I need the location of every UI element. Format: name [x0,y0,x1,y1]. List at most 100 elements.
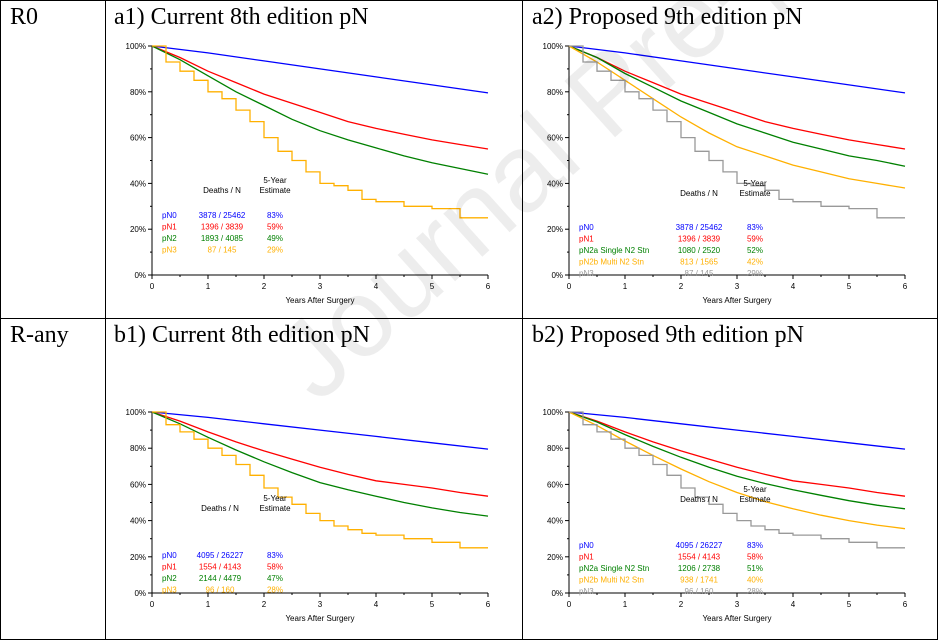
series-line-pn1 [568,411,906,497]
x-tick-label: 1 [206,600,211,609]
legend-name-pn3: pN3 [579,587,594,596]
legend-name-pn3: pN3 [162,246,177,255]
legend-deaths-pn0: 3878 / 25462 [676,223,723,232]
y-tick-label: 80% [130,88,146,97]
y-tick-label: 80% [130,444,146,453]
x-tick-label: 3 [735,600,740,609]
x-axis-label: Years After Surgery [702,296,771,305]
legend-header-deaths: Deaths / N [680,495,718,504]
legend-name-pn2b-multi-n2-stn: pN2b Multi N2 Stn [579,576,644,585]
y-tick-label: 100% [126,42,146,51]
label-column-divider [105,0,106,640]
legend-estimate-pn2b-multi-n2-stn: 40% [747,576,763,585]
legend-name-pn0: pN0 [162,551,177,560]
x-axis-label: Years After Surgery [285,614,354,623]
x-tick-label: 6 [903,600,908,609]
legend-header-estimate-line2: Estimate [739,189,771,198]
x-tick-label: 2 [262,282,267,291]
x-tick-label: 0 [150,600,155,609]
x-tick-label: 5 [847,282,852,291]
legend-deaths-pn2b-multi-n2-stn: 813 / 1565 [680,258,718,267]
series-line-pn1 [568,45,906,150]
y-tick-label: 100% [543,408,563,417]
y-tick-label: 40% [547,517,563,526]
legend-header-estimate-line2: Estimate [259,186,291,195]
x-tick-label: 5 [430,282,435,291]
legend-deaths-pn1: 1396 / 3839 [201,223,244,232]
panel-title-b2: b2) Proposed 9th edition pN [532,322,804,348]
legend-deaths-pn2a-single-n2-stn: 1080 / 2520 [678,246,721,255]
x-tick-label: 1 [623,282,628,291]
y-tick-label: 0% [551,271,563,280]
legend-name-pn2a-single-n2-stn: pN2a Single N2 Stn [579,564,649,573]
legend-estimate-pn1: 59% [267,223,283,232]
y-tick-label: 100% [543,42,563,51]
legend-header-deaths: Deaths / N [680,189,718,198]
legend-name-pn1: pN1 [579,235,594,244]
series-line-pn1 [151,45,489,150]
x-tick-label: 3 [735,282,740,291]
legend-name-pn3: pN3 [579,269,594,278]
y-tick-label: 0% [134,589,146,598]
legend-estimate-pn3: 29% [747,269,763,278]
legend-deaths-pn0: 3878 / 25462 [199,211,246,220]
series-line-pn2 [151,411,489,517]
legend-deaths-pn1: 1554 / 4143 [199,563,242,572]
legend-header-deaths: Deaths / N [201,504,239,513]
x-tick-label: 0 [150,282,155,291]
legend-deaths-pn2b-multi-n2-stn: 938 / 1741 [680,576,718,585]
legend-estimate-pn3: 28% [267,586,283,595]
series-line-pn2 [151,45,489,175]
legend-name-pn1: pN1 [579,553,594,562]
x-tick-label: 2 [262,600,267,609]
panel-title-b1: b1) Current 8th edition pN [114,322,370,348]
legend-name-pn2: pN2 [162,574,177,583]
legend-name-pn2b-multi-n2-stn: pN2b Multi N2 Stn [579,258,644,267]
legend-header-estimate-line1: 5-Year [263,494,287,503]
legend-header-estimate-line1: 5-Year [743,485,767,494]
chart-b1: 0% 20% 40% 60% 80% 100% 0 1 2 3 4 5 6 Years After Sur… [126,408,491,623]
series-line-pn0 [151,45,489,94]
legend-estimate-pn2b-multi-n2-stn: 42% [747,258,763,267]
y-tick-label: 40% [130,179,146,188]
y-tick-label: 40% [130,517,146,526]
x-tick-label: 2 [679,600,684,609]
legend-name-pn2: pN2 [162,234,177,243]
legend-deaths-pn2a-single-n2-stn: 1206 / 2738 [678,564,721,573]
legend-deaths-pn3: 87 / 145 [208,246,237,255]
series-line-pn1 [151,411,489,497]
row-divider [0,318,938,319]
series-line-pn3 [569,411,905,549]
series-line-pn3 [152,45,488,219]
x-tick-label: 4 [374,282,379,291]
y-tick-label: 80% [547,88,563,97]
y-tick-label: 20% [547,225,563,234]
x-tick-label: 1 [623,600,628,609]
legend-estimate-pn1: 58% [267,563,283,572]
x-tick-label: 3 [318,600,323,609]
y-tick-label: 20% [130,553,146,562]
legend-name-pn1: pN1 [162,563,177,572]
panel-column-divider [522,0,523,640]
x-tick-label: 0 [567,282,572,291]
y-tick-label: 60% [547,480,563,489]
series-line-pn2b-multi-n2-stn [568,45,906,189]
legend-name-pn0: pN0 [579,223,594,232]
series-line-pn2a-single-n2-stn [568,45,906,167]
x-tick-label: 4 [374,600,379,609]
panel-title-a2: a2) Proposed 9th edition pN [532,4,803,30]
legend-deaths-pn3: 96 / 160 [685,587,714,596]
x-axis-label: Years After Surgery [702,614,771,623]
y-tick-label: 60% [547,134,563,143]
legend-header-estimate-line2: Estimate [259,504,291,513]
chart-a2: 0% 20% 40% 60% 80% 100% 0 1 2 3 4 5 6 Years After Sur… [543,42,908,305]
legend-name-pn0: pN0 [162,211,177,220]
y-tick-label: 0% [551,589,563,598]
panel-title-a1: a1) Current 8th edition pN [114,4,369,30]
series-line-pn0 [568,45,906,94]
legend-deaths-pn1: 1396 / 3839 [678,235,721,244]
legend-estimate-pn1: 58% [747,553,763,562]
legend-header-estimate-line1: 5-Year [263,176,287,185]
series-line-pn2a-single-n2-stn [568,411,906,510]
series-line-pn3 [569,45,905,219]
